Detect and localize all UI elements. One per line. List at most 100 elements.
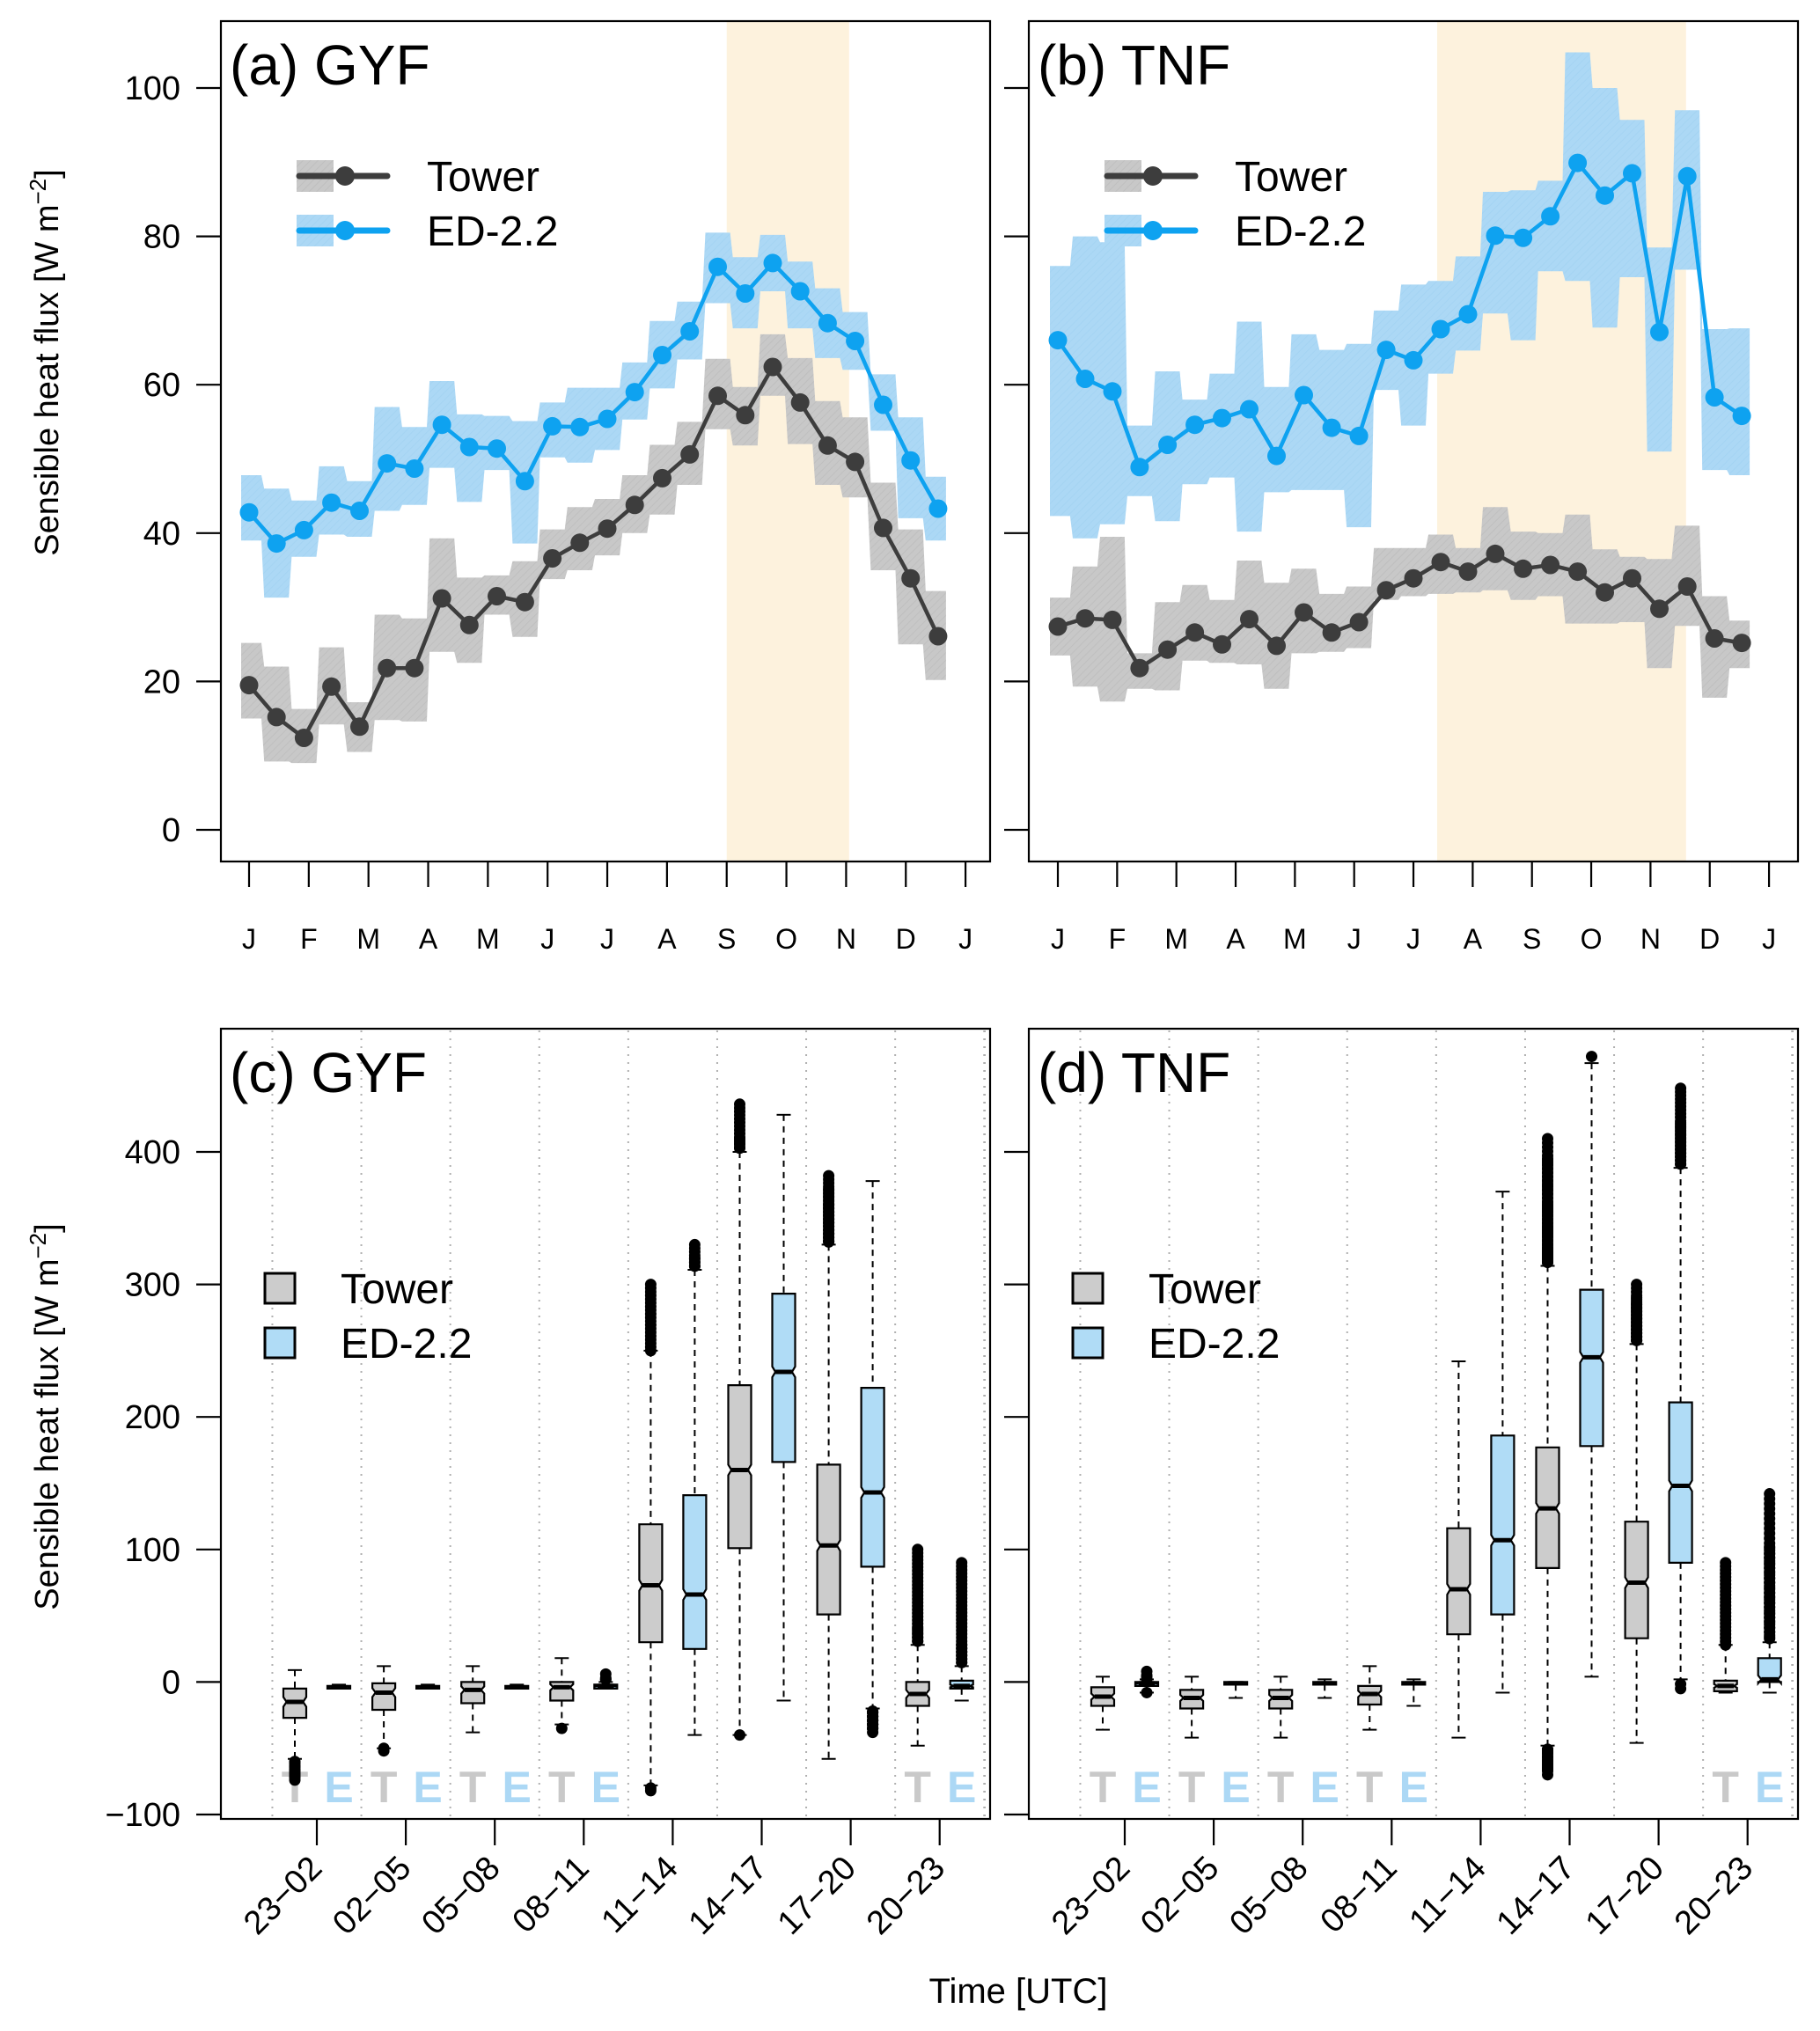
ed-data-point [653,346,671,364]
legend-tower-swatch [263,1272,297,1305]
tower-outlier-point [1631,1282,1643,1294]
ed-outlier-point [1675,1678,1687,1690]
panel-c-title: (c) GYF [230,1041,427,1104]
x-tick-label-time-window: 08−11 [505,1850,596,1940]
x-tick-label-time-window: 17−20 [1579,1850,1671,1942]
tower-outlier-point [1542,1242,1553,1254]
y-axis-label-top: Sensible heat flux [W m−2] [25,169,66,555]
tower-data-point [1322,623,1341,642]
y-tick-label: 100 [125,70,180,107]
tower-outlier-point [734,1729,745,1741]
tower-data-point [1376,581,1396,600]
panel-d-title: (d) TNF [1038,1041,1230,1104]
ed-data-point [818,313,837,333]
x-tick-label-month: J [958,923,972,955]
ed-data-point [1295,385,1313,405]
ed-data-point [1213,408,1231,428]
ed-data-point [708,257,727,276]
tower-outlier-point [1720,1560,1732,1573]
ed-letter-marker: E [947,1763,976,1812]
legend-ed-label: ED-2.2 [1149,1321,1280,1367]
tower-data-point [1541,555,1560,575]
x-tick-label-month: A [657,923,677,955]
y-tick-label: 40 [143,516,180,553]
tower-data-point [1185,623,1205,642]
x-tick-label-month: A [1226,923,1245,955]
tower-data-point [570,533,590,553]
tower-box [460,1681,486,1705]
ed-data-point [350,502,369,520]
tower-data-point [294,729,313,747]
x-tick-label-month: N [836,923,856,955]
tower-data-point [1650,599,1669,619]
ed-data-point [1376,341,1396,360]
x-tick-label-month: M [356,923,380,955]
ed-outlier-point [1764,1492,1776,1505]
tower-data-point [488,587,506,605]
ed-box [1757,1657,1782,1687]
ed-data-point [488,439,506,458]
ed-data-point [1240,400,1259,419]
ed-data-point [405,459,424,478]
tower-letter-marker: T [1356,1763,1383,1812]
legend-tower-swatch [1071,1272,1104,1305]
ed-data-point [1486,226,1505,246]
ed-letter-marker: E [1399,1763,1428,1812]
tower-data-point [928,627,948,646]
tower-data-point [874,518,892,538]
legend-tower-label: Tower [341,1266,453,1313]
tower-letter-marker: T [548,1763,576,1812]
tower-outlier-point [823,1173,835,1185]
tower-outlier-point [734,1102,745,1114]
ed-letter-marker: E [413,1763,442,1812]
ed-data-point [680,322,700,341]
tower-data-point [267,708,286,727]
ed-data-point [901,451,921,470]
ed-box [1490,1434,1515,1616]
ed-box [682,1493,708,1650]
panel-a-frame [219,19,992,863]
tower-data-point [653,468,671,488]
legend-ed-label: ED-2.2 [1235,209,1366,255]
ed-letter-marker: E [324,1763,353,1812]
ed-data-point [543,416,562,436]
tower-box [371,1682,397,1712]
ed-data-point [267,534,286,554]
ed-data-point [1541,207,1560,226]
ed-data-point [1677,166,1697,186]
tower-data-point [322,677,341,696]
x-tick-label-month: J [1347,923,1361,955]
tower-data-point [459,615,479,634]
x-tick-label-month: D [1699,923,1720,955]
x-tick-label-month: A [419,923,438,955]
ed-letter-marker: E [503,1763,532,1812]
ed-data-point [570,417,590,436]
ed-data-point [1158,436,1178,454]
ed-data-point [322,493,341,512]
tower-data-point [846,452,865,472]
tower-letter-marker: T [904,1763,931,1812]
tower-data-point [1213,634,1231,654]
x-tick-label-month: J [600,923,614,955]
tower-data-point [1623,568,1641,588]
x-tick-label-month: M [1283,923,1307,955]
panel-d-tnf-diurnal: T E T E T E T E T E(d) TNF23−0202−0505−0808−1111−… [1004,1027,1800,1942]
x-tick-label-time-window: 14−17 [682,1850,774,1942]
x-tick-label-month: M [1164,923,1188,955]
tower-box [1624,1521,1649,1639]
tower-data-point [543,549,562,568]
panel-b-title: (b) TNF [1038,33,1230,97]
ed-data-point [763,253,782,273]
ed-data-point [1103,382,1122,401]
tower-outlier-point [1542,1156,1553,1169]
x-tick-label-time-window: 11−14 [1403,1850,1493,1940]
x-tick-label-time-window: 11−14 [595,1850,686,1940]
ed-data-point [1650,322,1669,341]
y-tick-label: 100 [125,1532,180,1569]
tower-data-point [515,592,534,612]
legend-ed-marker [335,221,355,240]
ed-data-point [598,409,617,429]
tower-data-point [818,436,837,455]
tower-data-point [1514,559,1533,578]
ed-data-point [515,472,534,491]
